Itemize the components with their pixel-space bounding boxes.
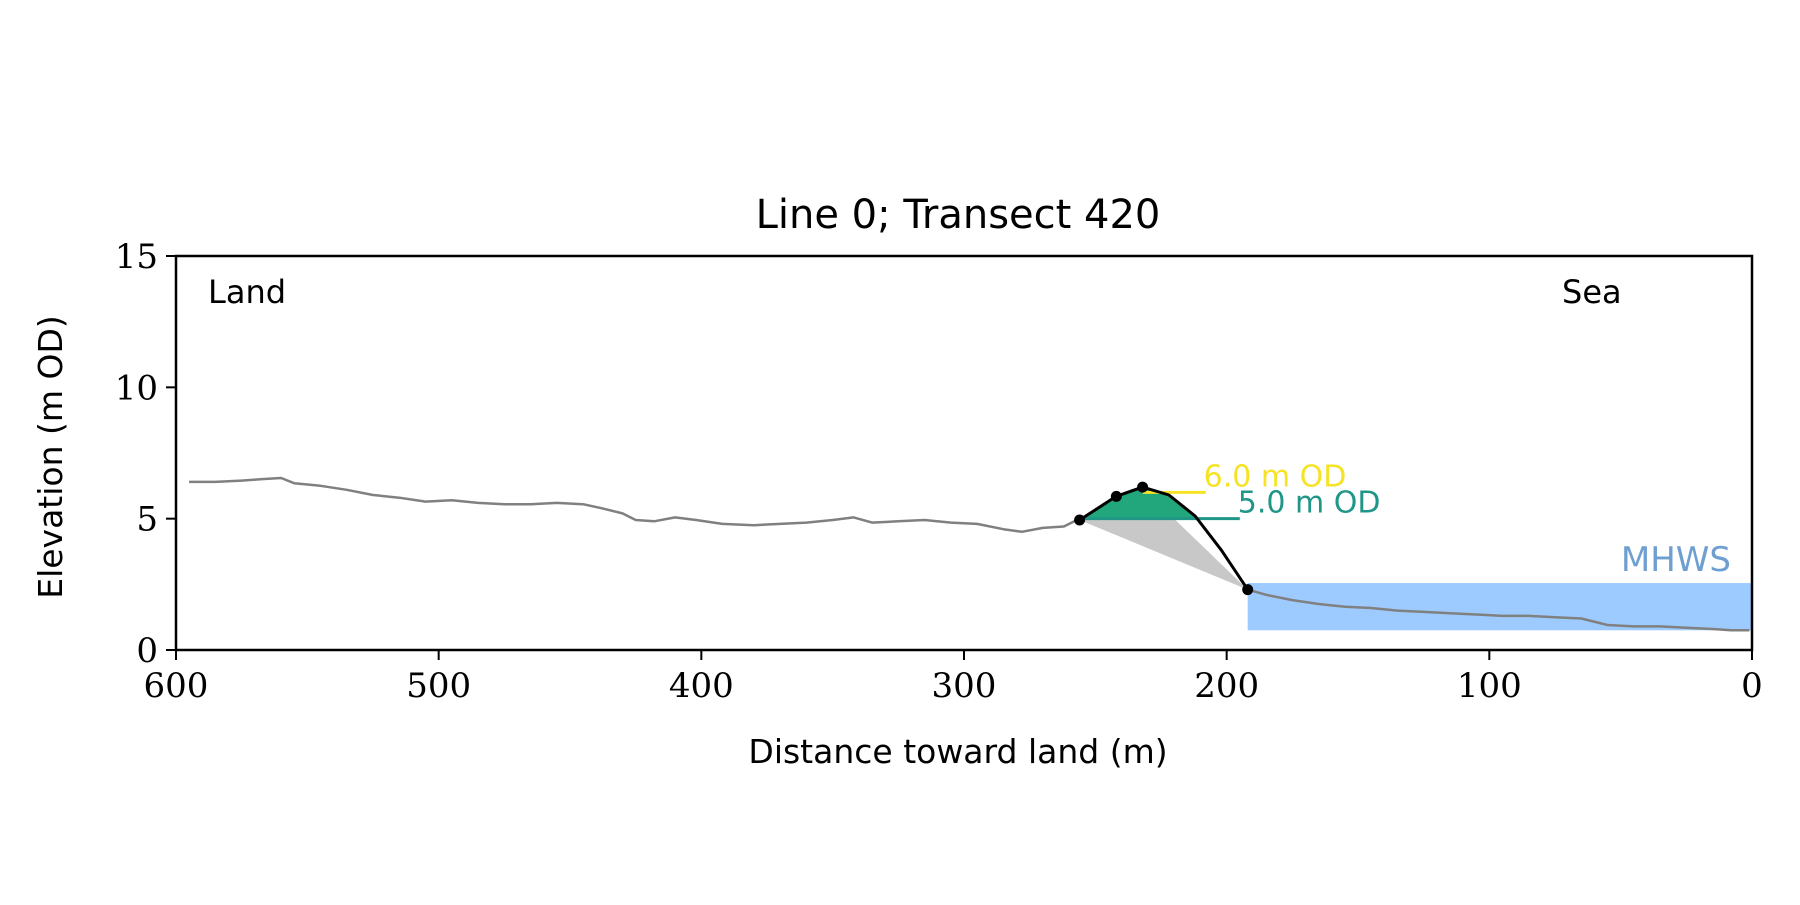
y-tick-label: 0 — [136, 631, 158, 671]
axes-layer: 600 500 400 300 200 100 0 0 5 10 15 — [115, 237, 1763, 706]
y-tick-label: 10 — [115, 368, 158, 408]
x-tick-label: 0 — [1741, 666, 1763, 706]
point-layer — [1074, 481, 1254, 596]
sea-label: Sea — [1562, 273, 1622, 311]
chart-title: Line 0; Transect 420 — [756, 192, 1161, 238]
x-tick-label: 300 — [932, 666, 997, 706]
mhws-label: MHWS — [1621, 540, 1731, 580]
text-layer: Line 0; Transect 420 Distance toward lan… — [31, 192, 1731, 771]
dune-mid-point — [1110, 490, 1122, 502]
dune-toe-point — [1074, 514, 1086, 526]
dune-base-point — [1242, 584, 1254, 596]
y-tick-label: 15 — [115, 237, 158, 277]
x-axis-label: Distance toward land (m) — [748, 732, 1167, 771]
profile-line — [189, 476, 1078, 534]
line-layer — [189, 476, 1750, 632]
sea-band — [1247, 583, 1752, 631]
level-label: 6.0 m OD — [1204, 459, 1347, 494]
level-label: 5.0 m OD — [1238, 486, 1381, 521]
x-tick-label: 600 — [144, 666, 209, 706]
profile-line — [1247, 588, 1750, 632]
land-label: Land — [208, 273, 286, 311]
y-axis-label: Elevation (m OD) — [31, 315, 70, 599]
x-tick-label: 100 — [1457, 666, 1522, 706]
dune-crest-point — [1137, 481, 1149, 493]
x-tick-label: 200 — [1194, 666, 1259, 706]
x-tick-label: 400 — [669, 666, 734, 706]
x-tick-label: 500 — [406, 666, 471, 706]
toe-triangle — [1079, 518, 1248, 590]
y-tick-label: 5 — [136, 500, 158, 540]
